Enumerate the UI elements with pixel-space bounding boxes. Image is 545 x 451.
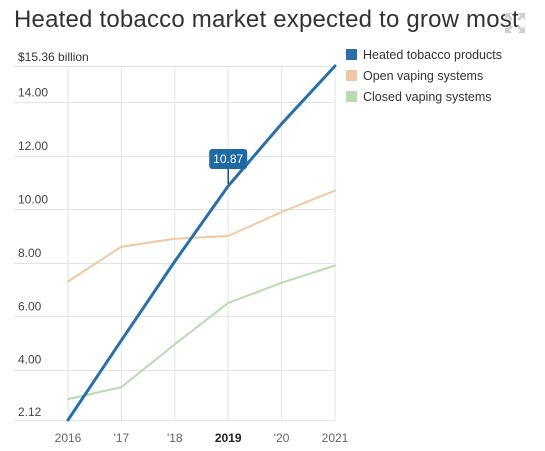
chart-legend: Heated tobacco products Open vaping syst… [346, 44, 502, 107]
y-tick-label: 4.00 [18, 353, 42, 367]
legend-label-heated: Heated tobacco products [363, 47, 502, 62]
x-tick-label: '17 [114, 431, 130, 445]
legend-label-closed-vaping: Closed vaping systems [363, 89, 492, 104]
legend-swatch-heated [346, 49, 357, 60]
y-tick-label: 14.00 [18, 85, 48, 99]
annotation-label: 10.87 [213, 152, 243, 166]
legend-item-heated[interactable]: Heated tobacco products [346, 44, 502, 65]
y-min-label: 2.12 [18, 405, 42, 419]
chart-title: Heated tobacco market expected to grow m… [14, 6, 519, 33]
series-line-2 [67, 264, 336, 401]
x-tick-label: 2016 [55, 431, 82, 445]
x-tick-label: '18 [167, 431, 183, 445]
x-tick-label: 2019 [215, 431, 242, 445]
legend-swatch-closed-vaping [346, 91, 357, 102]
annotation-box [209, 149, 248, 170]
series-line-0 [66, 64, 337, 422]
x-tick-label: '20 [274, 431, 290, 445]
x-tick-label: 2021 [322, 431, 349, 445]
legend-label-open-vaping: Open vaping systems [363, 68, 484, 83]
y-tick-label: 8.00 [18, 246, 42, 260]
expand-arrows-icon[interactable] [504, 12, 526, 34]
y-max-label: $15.36 billion [18, 50, 89, 64]
y-tick-label: 10.00 [18, 192, 48, 206]
legend-item-closed-vaping[interactable]: Closed vaping systems [346, 86, 502, 107]
y-tick-label: 12.00 [18, 139, 48, 153]
legend-item-open-vaping[interactable]: Open vaping systems [346, 65, 502, 86]
legend-swatch-open-vaping [346, 70, 357, 81]
series-line-1 [67, 189, 336, 283]
y-tick-label: 6.00 [18, 299, 42, 313]
